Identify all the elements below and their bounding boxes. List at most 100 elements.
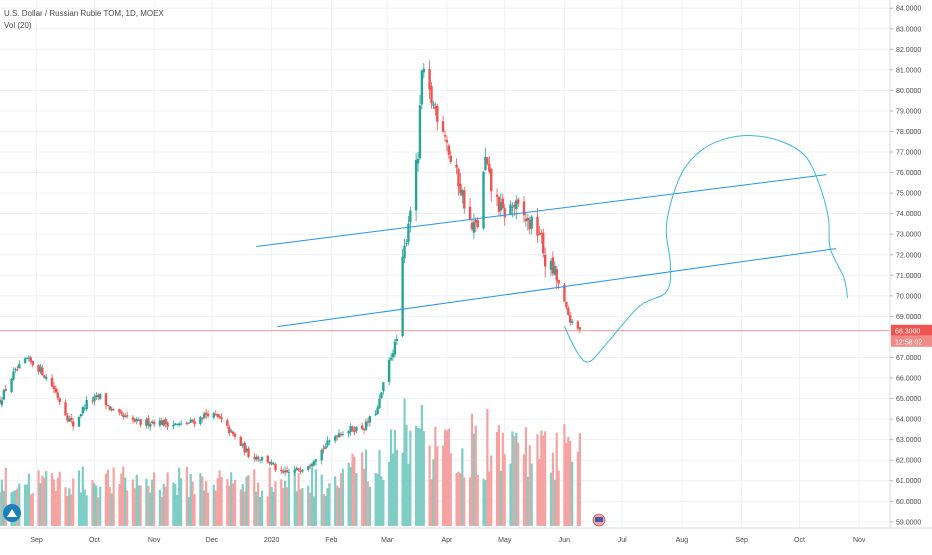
- volume-bar: [528, 445, 531, 526]
- volume-bar: [422, 431, 425, 526]
- candle-body: [416, 158, 420, 164]
- candle-body: [229, 430, 233, 432]
- candle-body: [214, 414, 217, 416]
- volume-bar: [280, 479, 283, 526]
- volume-bar: [118, 483, 121, 526]
- candle-body: [443, 135, 447, 137]
- candle-body: [543, 254, 547, 267]
- price-tick-label: 72.0000: [896, 252, 921, 259]
- volume-bar: [563, 424, 566, 526]
- candle-body: [382, 382, 385, 392]
- candle-body: [220, 417, 223, 420]
- candle-body: [578, 327, 582, 330]
- candle-body: [549, 261, 553, 270]
- volume-bar: [497, 425, 501, 526]
- volume-legend[interactable]: Vol (20): [4, 21, 32, 30]
- volume-bar: [172, 482, 175, 526]
- time-tick-label: 2020: [264, 537, 280, 544]
- symbol-legend[interactable]: U.S. Dollar / Russian Ruble TOM, 1D, MOE…: [4, 9, 164, 18]
- volume-bar: [58, 471, 61, 526]
- candle-body: [4, 389, 7, 391]
- candle-body: [495, 194, 499, 197]
- volume-bar: [378, 449, 381, 526]
- candle-body: [307, 465, 310, 470]
- volume-bar: [239, 489, 242, 526]
- candle-body: [436, 106, 439, 122]
- volume-bar: [368, 486, 371, 526]
- time-tick-label: Oct: [794, 537, 805, 544]
- candle-body: [301, 469, 304, 472]
- candle-body: [160, 420, 164, 425]
- candle-body: [95, 395, 98, 398]
- candle-body: [272, 463, 275, 465]
- candle-body: [314, 459, 318, 462]
- candle-body: [422, 68, 426, 73]
- candle-body: [228, 426, 231, 434]
- volume-bar: [565, 443, 568, 526]
- volume-bar: [312, 496, 316, 526]
- candle-body: [193, 421, 196, 425]
- candle-body: [524, 218, 528, 222]
- candle-body: [476, 220, 479, 228]
- volume-bar: [97, 497, 100, 526]
- candle-body: [106, 405, 110, 407]
- volume-bar: [376, 473, 379, 526]
- volume-bar: [428, 445, 431, 526]
- candle-body: [150, 421, 154, 423]
- volume-bar: [23, 484, 27, 526]
- candle-body: [297, 468, 300, 471]
- volume-bar: [99, 486, 102, 526]
- candle-body: [58, 398, 61, 403]
- volume-bar: [501, 432, 504, 526]
- volume-bar: [455, 473, 458, 526]
- volume-bar: [490, 455, 493, 526]
- candle-body: [12, 371, 15, 380]
- price-tick-label: 77.0000: [896, 150, 921, 157]
- candle-body: [218, 415, 221, 418]
- volume-bar: [50, 473, 54, 526]
- volume-bar: [70, 494, 73, 526]
- candle-body: [68, 418, 71, 422]
- price-tick-label: 71.0000: [896, 273, 921, 280]
- volume-bar: [418, 428, 422, 526]
- time-tick-label: Feb: [325, 537, 337, 544]
- price-tick-label: 81.0000: [896, 67, 921, 74]
- volume-bar: [212, 484, 215, 526]
- volume-bar: [27, 473, 30, 526]
- candle-body: [158, 420, 162, 426]
- volume-bar: [544, 431, 547, 526]
- candle-body: [447, 145, 451, 155]
- candle-body: [322, 448, 325, 450]
- volume-bar: [247, 474, 250, 526]
- candle-body: [120, 411, 123, 414]
- volume-bar: [567, 436, 570, 526]
- volume-bar: [268, 467, 271, 526]
- candle-body: [380, 392, 383, 399]
- candle-body: [10, 378, 13, 393]
- volume-bar: [337, 487, 341, 526]
- candle-body: [131, 417, 135, 420]
- candle-body: [45, 377, 48, 379]
- candle-body: [285, 470, 289, 473]
- volume-bar: [272, 491, 275, 526]
- volume-bar: [389, 429, 393, 526]
- price-tick-label: 63.0000: [896, 437, 921, 444]
- countdown-tag: [891, 335, 932, 347]
- volume-bar: [488, 471, 491, 526]
- volume-bar: [420, 404, 423, 526]
- candle-body: [449, 155, 452, 163]
- volume-bar: [166, 472, 169, 526]
- volume-bar: [401, 452, 404, 526]
- volume-bar: [52, 479, 56, 526]
- candle-body: [280, 469, 283, 472]
- candle-body: [54, 388, 58, 393]
- candle-body: [37, 364, 40, 372]
- tradingview-logo-icon: [3, 504, 21, 522]
- volume-bar: [191, 481, 194, 526]
- volume-bar: [569, 440, 572, 526]
- candle-body: [565, 301, 568, 308]
- volume-bar: [484, 480, 487, 526]
- price-tick-label: 62.0000: [896, 458, 921, 465]
